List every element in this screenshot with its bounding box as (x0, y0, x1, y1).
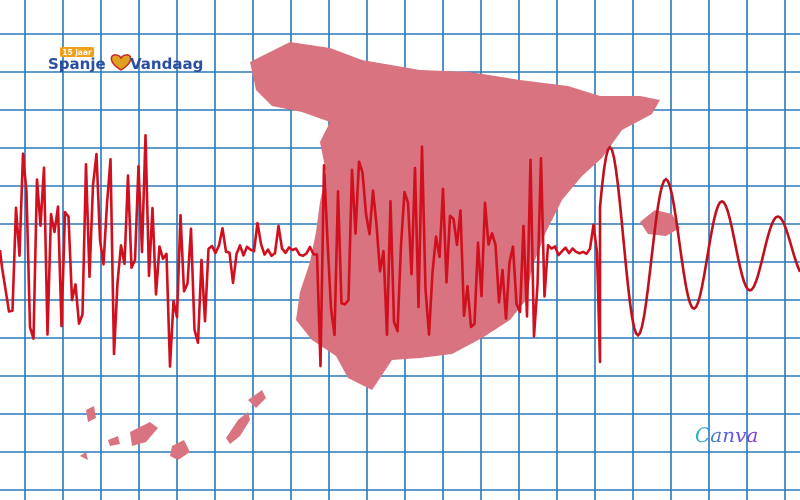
decaying-wave (598, 145, 800, 338)
seismograph-trace (0, 133, 602, 368)
logo-word: Vandaag (130, 55, 203, 73)
island (170, 440, 190, 460)
logo: 15 jaar Spanje Vandaag (48, 47, 203, 73)
mainland (250, 42, 660, 390)
spain-map (80, 42, 680, 460)
island (86, 406, 96, 422)
island (108, 436, 120, 446)
island (130, 422, 158, 446)
island (80, 452, 88, 460)
logo-heart (110, 54, 132, 71)
logo-badge-text: 15 jaar (62, 48, 92, 57)
balearic-islands (640, 210, 680, 236)
logo-word: Spanje (48, 55, 106, 73)
watermark: Canva (695, 423, 758, 447)
island (248, 390, 266, 408)
logo-badge (60, 47, 94, 57)
island (226, 412, 250, 444)
